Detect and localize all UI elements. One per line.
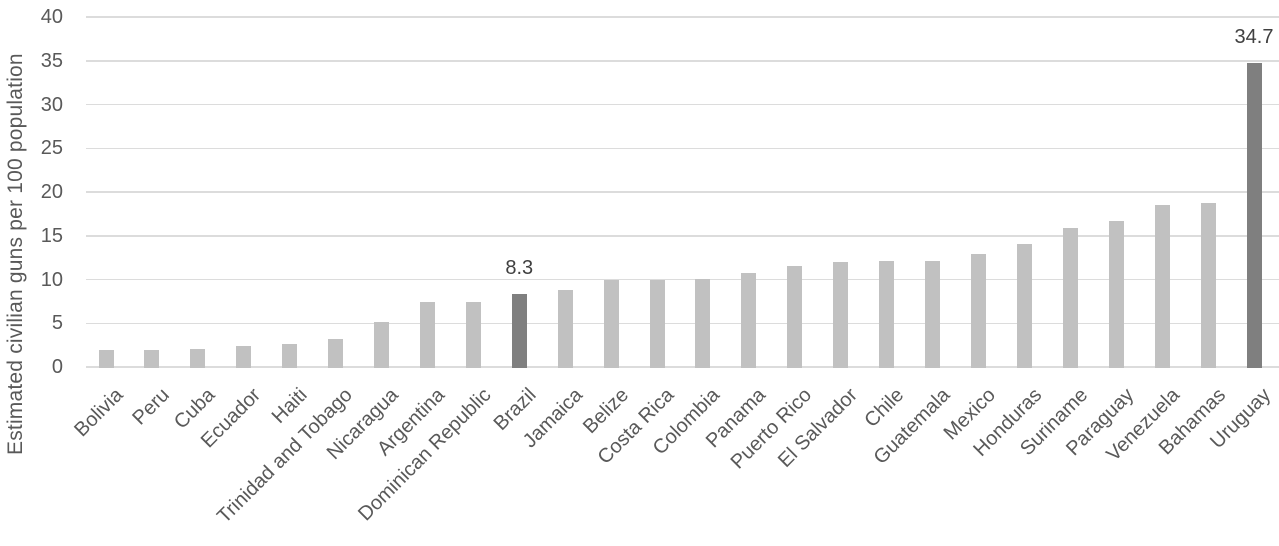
bar-haiti [282, 344, 298, 368]
bar-trinidad-and-tobago [328, 339, 344, 368]
bar-peru [144, 349, 160, 368]
data-label-brazil: 8.3 [505, 257, 534, 280]
bar-paraguay [1108, 220, 1124, 368]
bar-mexico [970, 254, 986, 368]
y-tick-label-20: 20 [40, 181, 63, 203]
y-tick-label-5: 5 [51, 312, 63, 335]
gridline-y-40 [86, 16, 1279, 18]
x-category-label-peru: Peru [128, 384, 174, 430]
bar-cuba [190, 348, 206, 368]
bar-jamaica [557, 290, 573, 368]
gridline-y-5 [86, 322, 1279, 324]
bar-belize [603, 279, 619, 368]
gridline-y-20 [86, 191, 1279, 193]
bar-bahamas [1200, 202, 1216, 368]
y-tick-label-15: 15 [40, 224, 63, 247]
bar-guatemala [925, 261, 941, 368]
bar-el-salvador [833, 262, 849, 368]
gridline-y-0 [86, 366, 1279, 368]
bar-argentina [419, 302, 435, 368]
bar-puerto-rico [787, 266, 803, 368]
y-tick-label-10: 10 [40, 268, 63, 291]
bar-honduras [1016, 243, 1032, 368]
gridline-y-25 [86, 147, 1279, 149]
y-tick-label-35: 35 [40, 49, 63, 72]
bar-panama [741, 272, 757, 368]
y-tick-label-0: 0 [51, 356, 63, 378]
bar-brazil [511, 294, 527, 368]
gridline-y-15 [86, 235, 1279, 237]
bar-colombia [695, 278, 711, 368]
bar-nicaragua [374, 321, 390, 368]
y-tick-label-40: 40 [40, 6, 63, 28]
bar-suriname [1062, 227, 1078, 368]
y-tick-label-25: 25 [40, 137, 63, 160]
gridline-y-10 [86, 278, 1279, 281]
data-label-uruguay: 34.7 [1234, 26, 1274, 49]
bar-chile [879, 261, 895, 368]
bar-costa-rica [649, 279, 665, 368]
y-tick-label-30: 30 [40, 93, 63, 116]
bar-dominican-republic [465, 302, 481, 368]
gridline-y-35 [86, 60, 1279, 62]
bar-ecuador [236, 346, 252, 368]
x-category-label-bolivia: Bolivia [70, 384, 128, 442]
bar-venezuela [1154, 205, 1170, 368]
gridline-y-30 [86, 103, 1279, 106]
bar-bolivia [98, 349, 114, 368]
bar-uruguay [1246, 63, 1262, 368]
